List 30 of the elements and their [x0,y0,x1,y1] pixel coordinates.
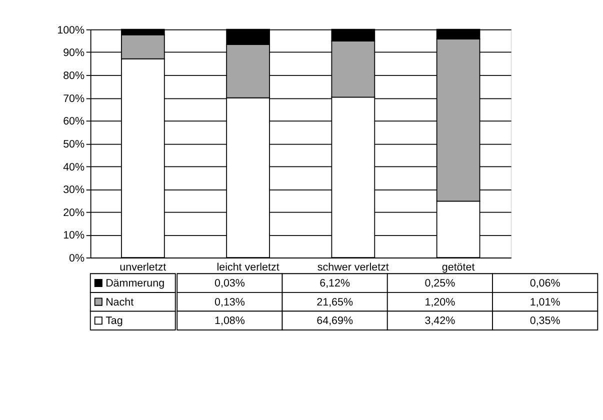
text: 0,13% [214,296,246,308]
text: 6,12% [320,278,350,290]
y-tick-label: 0% [69,252,86,265]
y-tick-label: 40% [63,161,85,174]
x-tick-label: unverletzt [120,261,166,274]
y-tick-label: 80% [63,70,85,82]
text: 1,20% [424,296,456,308]
y-tick-label: 50% [63,138,85,150]
y-tick-label: 30% [63,184,85,196]
y-tick-label: 10% [63,230,85,242]
text: 1,01% [530,296,561,308]
y-tick-label: 60% [63,116,85,128]
text: 0,35% [530,315,561,328]
y-tick-label: 70% [63,92,85,105]
text: 1,08% [214,315,246,328]
y-tick-label: 20% [63,206,85,219]
legend-label: Tag [106,315,123,328]
text: 64,69% [316,315,354,328]
text: 21,65% [316,296,354,308]
y-tick-label: 90% [63,47,85,60]
legend-label: Dämmerung [106,278,165,290]
text: 0,03% [214,278,246,290]
x-tick-label: schwer verletzt [317,261,389,274]
y-tick-label: 100% [57,24,86,36]
text: 3,42% [424,315,456,328]
legend-label: Nacht [106,296,134,308]
text: 0,25% [424,278,456,290]
text: 0,06% [530,278,561,290]
x-tick-label: leicht verletzt [216,261,280,274]
x-tick-label: getötet [442,261,475,274]
